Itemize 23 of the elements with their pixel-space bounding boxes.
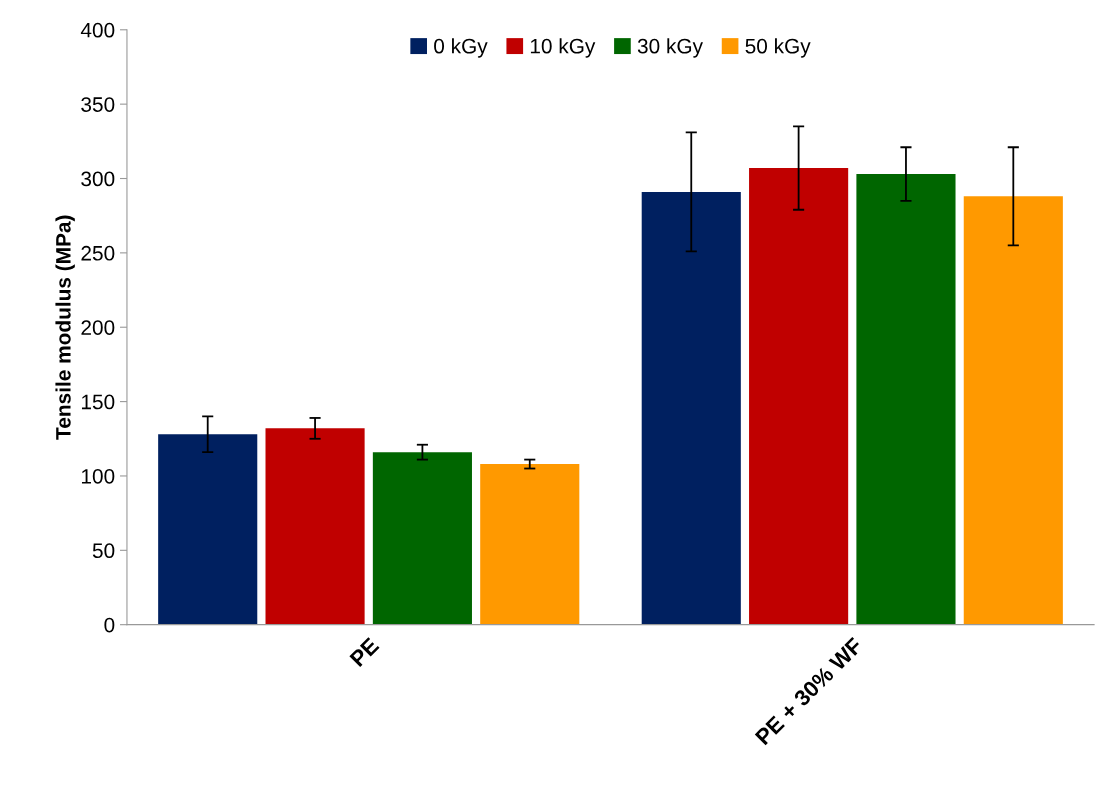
y-tick-label: 250: [81, 245, 115, 261]
bar: [963, 196, 1063, 625]
y-tick-label: 150: [81, 394, 115, 410]
bar: [856, 174, 956, 625]
y-tick-label: 50: [92, 543, 115, 559]
bar: [641, 191, 741, 625]
y-tick-label: 400: [80, 22, 115, 38]
y-tick-label: 200: [81, 320, 115, 335]
legend-label: 10 kGy: [530, 38, 596, 58]
y-tick-label: 100: [81, 468, 115, 484]
bar: [158, 434, 258, 625]
bar: [372, 452, 472, 625]
y-axis-title: Tensile modulus (MPa): [55, 215, 75, 440]
y-tick-label: 350: [81, 97, 115, 112]
legend-label: 30 kGy: [637, 38, 703, 58]
bar: [749, 168, 849, 625]
bar: [480, 464, 580, 625]
legend-label: 0 kGy: [434, 38, 488, 58]
y-tick-label: 300: [81, 171, 115, 187]
x-tick-label: PE: [349, 636, 380, 668]
y-tick-label: 0: [104, 617, 115, 633]
legend-label: 50 kGy: [745, 38, 811, 58]
bar: [265, 428, 365, 625]
